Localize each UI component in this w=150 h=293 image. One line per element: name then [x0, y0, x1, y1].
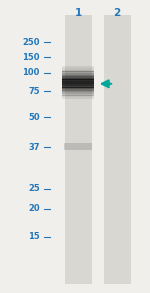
FancyBboxPatch shape [103, 15, 130, 284]
FancyBboxPatch shape [62, 67, 94, 68]
Text: 20: 20 [28, 204, 40, 213]
FancyBboxPatch shape [62, 92, 94, 94]
Text: 25: 25 [28, 185, 40, 193]
FancyBboxPatch shape [62, 97, 94, 99]
FancyBboxPatch shape [62, 89, 94, 91]
Text: 250: 250 [22, 38, 40, 47]
FancyBboxPatch shape [62, 86, 94, 88]
Text: 1: 1 [74, 8, 82, 18]
FancyBboxPatch shape [62, 70, 94, 71]
FancyBboxPatch shape [62, 87, 94, 89]
Text: 50: 50 [28, 113, 40, 122]
FancyBboxPatch shape [62, 76, 94, 78]
FancyBboxPatch shape [62, 73, 94, 75]
Text: 100: 100 [22, 68, 40, 77]
Text: 75: 75 [28, 87, 40, 96]
FancyBboxPatch shape [62, 84, 94, 86]
FancyBboxPatch shape [62, 68, 94, 70]
FancyBboxPatch shape [62, 78, 94, 79]
FancyBboxPatch shape [62, 91, 94, 92]
Text: 37: 37 [28, 143, 40, 151]
FancyBboxPatch shape [62, 94, 94, 96]
Text: 150: 150 [22, 53, 40, 62]
FancyBboxPatch shape [62, 74, 94, 76]
FancyBboxPatch shape [64, 15, 92, 284]
Text: 15: 15 [28, 232, 40, 241]
FancyBboxPatch shape [62, 71, 94, 73]
FancyBboxPatch shape [62, 79, 94, 81]
FancyBboxPatch shape [62, 81, 94, 83]
FancyBboxPatch shape [64, 143, 92, 150]
Text: 2: 2 [113, 8, 121, 18]
FancyBboxPatch shape [62, 83, 94, 84]
FancyBboxPatch shape [62, 95, 94, 97]
